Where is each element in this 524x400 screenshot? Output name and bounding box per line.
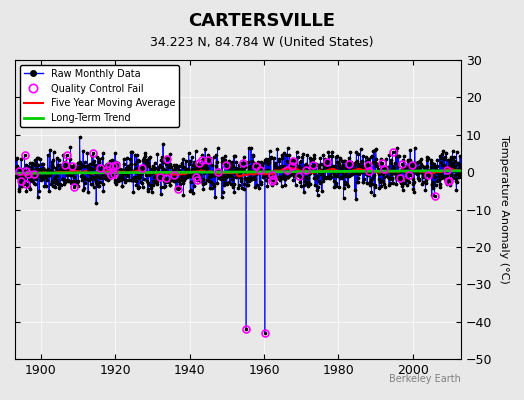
Quality Control Fail: [406, 172, 412, 177]
Quality Control Fail: [97, 166, 103, 171]
Raw Monthly Data: [21, 176, 27, 181]
Five Year Moving Average: [111, 170, 117, 174]
Line: Long-Term Trend: Long-Term Trend: [15, 171, 461, 173]
Long-Term Trend: [12, 171, 18, 176]
Y-axis label: Temperature Anomaly (°C): Temperature Anomaly (°C): [499, 135, 509, 284]
Quality Control Fail: [262, 330, 268, 335]
Raw Monthly Data: [155, 168, 161, 173]
Quality Control Fail: [445, 179, 452, 184]
Five Year Moving Average: [308, 170, 314, 175]
Text: Berkeley Earth: Berkeley Earth: [389, 374, 461, 384]
Quality Control Fail: [389, 149, 396, 154]
Long-Term Trend: [161, 170, 167, 175]
Raw Monthly Data: [12, 166, 18, 170]
Five Year Moving Average: [457, 168, 464, 173]
Raw Monthly Data: [122, 170, 128, 175]
Quality Control Fail: [25, 172, 31, 176]
Five Year Moving Average: [161, 171, 167, 176]
Text: CARTERSVILLE: CARTERSVILLE: [189, 12, 335, 30]
Five Year Moving Average: [288, 166, 294, 170]
Text: 34.223 N, 84.784 W (United States): 34.223 N, 84.784 W (United States): [150, 36, 374, 49]
Long-Term Trend: [457, 168, 464, 173]
Raw Monthly Data: [77, 134, 83, 139]
Quality Control Fail: [110, 164, 116, 168]
Quality Control Fail: [269, 178, 276, 183]
Quality Control Fail: [215, 170, 222, 175]
Long-Term Trend: [405, 169, 411, 174]
Raw Monthly Data: [93, 200, 99, 205]
Long-Term Trend: [111, 170, 117, 175]
Five Year Moving Average: [366, 167, 372, 172]
Raw Monthly Data: [110, 170, 116, 175]
Line: Quality Control Fail: Quality Control Fail: [15, 148, 452, 336]
Five Year Moving Average: [236, 174, 243, 179]
Long-Term Trend: [100, 170, 106, 175]
Line: Raw Monthly Data: Raw Monthly Data: [14, 136, 462, 204]
Long-Term Trend: [307, 169, 313, 174]
Legend: Raw Monthly Data, Quality Control Fail, Five Year Moving Average, Long-Term Tren: Raw Monthly Data, Quality Control Fail, …: [20, 65, 179, 127]
Line: Five Year Moving Average: Five Year Moving Average: [15, 168, 461, 176]
Quality Control Fail: [16, 168, 22, 173]
Five Year Moving Average: [100, 170, 106, 174]
Raw Monthly Data: [306, 172, 312, 176]
Five Year Moving Average: [12, 171, 18, 176]
Raw Monthly Data: [275, 176, 281, 180]
Long-Term Trend: [365, 169, 372, 174]
Raw Monthly Data: [457, 162, 464, 167]
Five Year Moving Average: [405, 170, 411, 174]
